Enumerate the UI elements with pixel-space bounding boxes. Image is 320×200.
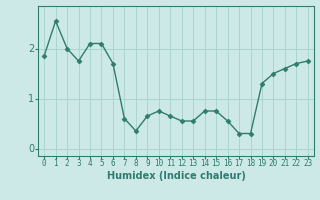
X-axis label: Humidex (Indice chaleur): Humidex (Indice chaleur)	[107, 171, 245, 181]
